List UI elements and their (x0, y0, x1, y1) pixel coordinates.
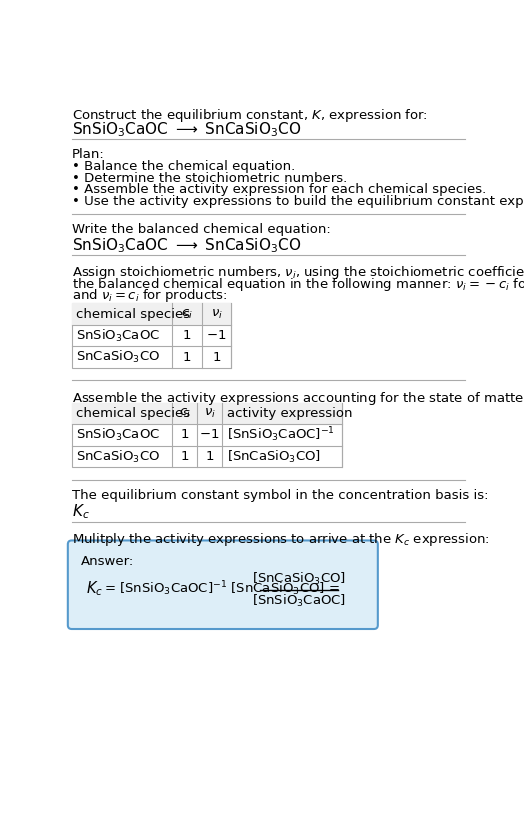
Text: the balanced chemical equation in the following manner: $\nu_i = -c_i$ for react: the balanced chemical equation in the fo… (72, 275, 524, 293)
FancyBboxPatch shape (72, 304, 232, 368)
Text: SnSiO$_3$CaOC $\longrightarrow$ SnCaSiO$_3$CO: SnSiO$_3$CaOC $\longrightarrow$ SnCaSiO$… (72, 120, 301, 139)
Text: $[\mathrm{SnCaSiO_3CO}]$: $[\mathrm{SnCaSiO_3CO}]$ (252, 571, 346, 587)
Text: $c_i$: $c_i$ (179, 407, 191, 420)
Text: • Assemble the activity expression for each chemical species.: • Assemble the activity expression for e… (72, 183, 486, 196)
Text: • Balance the chemical equation.: • Balance the chemical equation. (72, 160, 295, 173)
FancyBboxPatch shape (72, 304, 232, 325)
Text: SnSiO$_3$CaOC: SnSiO$_3$CaOC (77, 327, 160, 344)
Text: • Use the activity expressions to build the equilibrium constant expression.: • Use the activity expressions to build … (72, 194, 524, 208)
Text: Assign stoichiometric numbers, $\nu_i$, using the stoichiometric coefficients, $: Assign stoichiometric numbers, $\nu_i$, … (72, 264, 524, 281)
Text: Write the balanced chemical equation:: Write the balanced chemical equation: (72, 223, 331, 237)
Text: $-1$: $-1$ (200, 428, 220, 442)
Text: • Determine the stoichiometric numbers.: • Determine the stoichiometric numbers. (72, 172, 347, 184)
Text: $\nu_i$: $\nu_i$ (211, 308, 223, 321)
FancyBboxPatch shape (68, 541, 378, 629)
Text: SnSiO$_3$CaOC $\longrightarrow$ SnCaSiO$_3$CO: SnSiO$_3$CaOC $\longrightarrow$ SnCaSiO$… (72, 237, 301, 255)
Text: $-1$: $-1$ (206, 329, 227, 342)
Text: chemical species: chemical species (77, 407, 191, 420)
Text: Answer:: Answer: (81, 555, 134, 568)
Text: chemical species: chemical species (77, 308, 191, 321)
Text: The equilibrium constant symbol in the concentration basis is:: The equilibrium constant symbol in the c… (72, 489, 488, 502)
Text: activity expression: activity expression (227, 407, 352, 420)
Text: [SnCaSiO$_3$CO]: [SnCaSiO$_3$CO] (227, 448, 321, 465)
Text: and $\nu_i = c_i$ for products:: and $\nu_i = c_i$ for products: (72, 287, 227, 304)
FancyBboxPatch shape (72, 403, 342, 467)
Text: 1: 1 (205, 450, 214, 463)
Text: 1: 1 (181, 450, 189, 463)
Text: SnSiO$_3$CaOC: SnSiO$_3$CaOC (77, 427, 160, 443)
Text: 1: 1 (183, 351, 191, 364)
Text: = $[\mathrm{SnSiO_3CaOC}]^{-1}$ $[\mathrm{SnCaSiO_3CO}]$ =: = $[\mathrm{SnSiO_3CaOC}]^{-1}$ $[\mathr… (104, 580, 340, 598)
Text: Mulitply the activity expressions to arrive at the $K_c$ expression:: Mulitply the activity expressions to arr… (72, 531, 489, 548)
Text: $\nu_i$: $\nu_i$ (204, 407, 215, 420)
Text: 1: 1 (212, 351, 221, 364)
Text: 1: 1 (183, 329, 191, 342)
Text: $c_i$: $c_i$ (181, 308, 193, 321)
Text: $[\mathrm{SnSiO_3CaOC}]$: $[\mathrm{SnSiO_3CaOC}]$ (252, 592, 346, 609)
Text: Plan:: Plan: (72, 148, 104, 160)
Text: SnCaSiO$_3$CO: SnCaSiO$_3$CO (77, 349, 160, 366)
Text: Assemble the activity expressions accounting for the state of matter and $\nu_i$: Assemble the activity expressions accoun… (72, 390, 524, 407)
Text: $K_c$: $K_c$ (85, 580, 103, 598)
Text: $K_c$: $K_c$ (72, 502, 90, 521)
Text: 1: 1 (181, 428, 189, 442)
FancyBboxPatch shape (72, 403, 342, 424)
Text: Construct the equilibrium constant, $K$, expression for:: Construct the equilibrium constant, $K$,… (72, 107, 428, 124)
Text: [SnSiO$_3$CaOC]$^{-1}$: [SnSiO$_3$CaOC]$^{-1}$ (227, 426, 335, 444)
Text: SnCaSiO$_3$CO: SnCaSiO$_3$CO (77, 448, 160, 465)
